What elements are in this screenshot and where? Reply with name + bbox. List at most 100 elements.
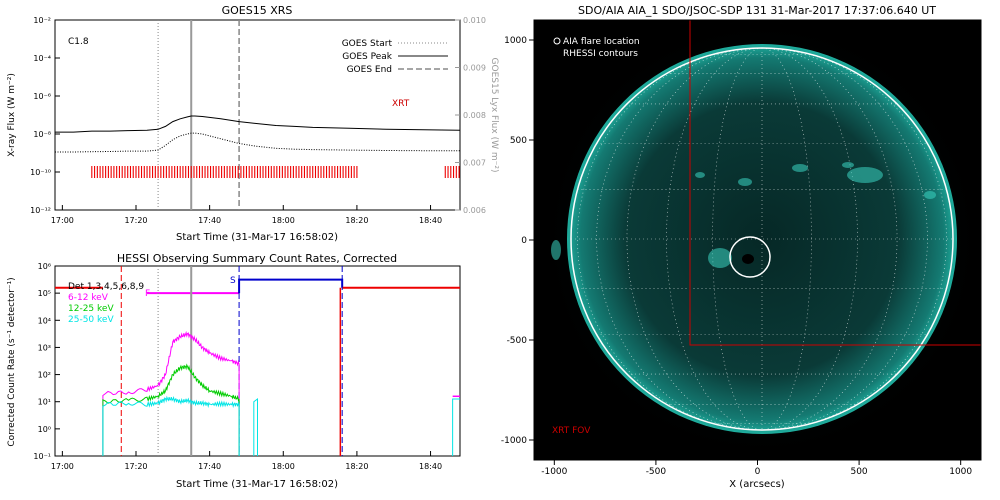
hessi-y-axis-label: Corrected Count Rate (s⁻¹ detector⁻¹) xyxy=(7,277,17,446)
aia-panel: SDO/AIA AIA_1 SDO/JSOC-SDP 131 31-Mar-20… xyxy=(501,4,987,490)
goes-y-axis: 10⁻² 10⁻⁴ 10⁻⁶ 10⁻⁸ 10⁻¹⁰ 10⁻¹² xyxy=(30,16,60,215)
aia-y-tick-label: -500 xyxy=(507,336,528,346)
hessi-y-axis: 10⁶ 10⁵ 10⁴ 10³ 10² 10¹ 10⁰ 10⁻¹ xyxy=(33,262,60,461)
goes-legend-label: GOES Peak xyxy=(342,52,392,62)
goes-legend-label: GOES End xyxy=(347,65,392,75)
goes-y2-tick-label: 0.008 xyxy=(463,111,486,120)
hessi-attenuator-states xyxy=(55,278,460,295)
aia-grid-longitude xyxy=(577,47,763,431)
aia-flare-kernel xyxy=(742,254,754,264)
aia-legend-flare: AIA flare location xyxy=(563,37,640,47)
hessi-y-tick-label: 10¹ xyxy=(38,398,51,407)
aia-xrt-fov-label: XRT FOV xyxy=(552,426,591,436)
goes-panel: GOES15 XRS 10⁻² 10⁻⁴ 10⁻⁶ 10⁻⁸ 10⁻¹⁰ 10⁻¹² 0.… xyxy=(7,4,499,243)
hessi-y-tick-label: 10⁻¹ xyxy=(33,452,51,461)
goes-y2-axis: 0.010 0.009 0.008 0.007 0.006 xyxy=(455,16,486,215)
goes-x-axis-label: Start Time (31-Mar-17 16:58:02) xyxy=(176,232,338,243)
goes-x-axis: 17:00 17:20 17:40 18:00 18:20 18:40 xyxy=(51,205,442,225)
aia-lat-lon-grid xyxy=(571,47,953,431)
goes-plot-frame xyxy=(54,19,461,211)
aia-bright-region xyxy=(847,167,883,183)
hessi-series-25-50-keV xyxy=(102,395,240,456)
goes-xrt-coverage xyxy=(91,166,460,178)
goes-x-tick-label: 17:20 xyxy=(124,216,147,225)
hessi-title: HESSI Observing Summary Count Rates, Cor… xyxy=(117,252,397,265)
goes-short-channel-line xyxy=(55,132,460,153)
hessi-legend-label: 12-25 keV xyxy=(68,304,114,314)
hessi-series-12-25-keV xyxy=(102,363,240,456)
hessi-x-axis: 17:00 17:20 17:40 18:00 18:20 18:40 xyxy=(51,451,442,471)
hessi-x-tick-label: 18:20 xyxy=(345,462,368,471)
goes-x-tick-label: 17:40 xyxy=(198,216,221,225)
goes-y-tick-label: 10⁻⁸ xyxy=(33,130,51,139)
goes-x-tick-label: 18:00 xyxy=(272,216,295,225)
goes-x-tick-label: 18:20 xyxy=(345,216,368,225)
goes-legend-label: GOES Start xyxy=(342,39,393,49)
goes-class-label: C1.8 xyxy=(68,37,89,47)
aia-bright-region xyxy=(551,240,561,260)
aia-y-axis: 1000 500 0 -500 -1000 xyxy=(501,36,534,446)
goes-y2-tick-label: 0.007 xyxy=(463,159,486,168)
goes-long-channel-line xyxy=(55,115,461,133)
hessi-series-6-12-keV xyxy=(102,330,240,456)
hessi-x-tick-label: 18:00 xyxy=(272,462,295,471)
hessi-y-tick-label: 10² xyxy=(38,371,51,380)
hessi-y-tick-label: 10⁴ xyxy=(38,316,51,325)
aia-x-axis: -1000 -500 0 500 1000 xyxy=(541,460,972,477)
aia-y-tick-label: -1000 xyxy=(501,436,527,446)
goes-y2-tick-label: 0.006 xyxy=(463,206,486,215)
hessi-series xyxy=(102,330,460,456)
aia-solar-disk xyxy=(567,44,957,434)
aia-bright-region xyxy=(708,248,732,268)
goes-series xyxy=(55,115,461,153)
hessi-legend-label: Det 1,3,4,5,6,8,9 xyxy=(68,282,144,292)
hessi-x-tick-label: 17:00 xyxy=(51,462,74,471)
hessi-cyan-end xyxy=(452,398,460,456)
aia-x-tick-label: 0 xyxy=(755,467,761,477)
aia-y-tick-label: 1000 xyxy=(504,36,527,46)
hessi-y-tick-label: 10⁵ xyxy=(38,289,51,298)
hessi-x-tick-label: 18:40 xyxy=(419,462,442,471)
aia-y-tick-label: 0 xyxy=(521,236,527,246)
aia-x-tick-label: 1000 xyxy=(949,467,972,477)
goes-y-axis-label: X-ray Flux (W m⁻²) xyxy=(7,73,17,157)
goes-y2-tick-label: 0.010 xyxy=(463,16,486,25)
hessi-flag-s: S xyxy=(230,276,236,286)
goes-y2-axis-label: GOES15 Lyx Flux (W m⁻²) xyxy=(489,58,499,173)
aia-grid-longitude xyxy=(761,47,928,431)
aia-bright-region xyxy=(924,191,936,199)
hessi-cyan-blip xyxy=(253,398,258,456)
goes-y-tick-label: 10⁻⁴ xyxy=(33,54,51,63)
goes-y-tick-label: 10⁻² xyxy=(33,16,51,25)
aia-legend-circle-icon xyxy=(553,37,561,45)
hessi-x-axis-label: Start Time (31-Mar-17 16:58:02) xyxy=(176,479,338,490)
hessi-legend-label: 6-12 keV xyxy=(68,293,109,303)
goes-legend: GOES Start GOES Peak GOES End xyxy=(342,39,448,75)
aia-x-tick-label: -500 xyxy=(646,467,667,477)
aia-grid-longitude xyxy=(596,47,763,431)
hessi-panel: HESSI Observing Summary Count Rates, Cor… xyxy=(7,252,461,490)
hessi-x-tick-label: 17:40 xyxy=(198,462,221,471)
hessi-x-tick-label: 17:20 xyxy=(124,462,147,471)
aia-bright-region xyxy=(738,178,752,186)
goes-y-tick-label: 10⁻¹⁰ xyxy=(30,168,51,177)
goes-x-tick-label: 17:00 xyxy=(51,216,74,225)
aia-legend-rhessi: RHESSI contours xyxy=(563,49,638,59)
goes-y2-tick-label: 0.009 xyxy=(463,64,486,73)
aia-x-tick-label: -1000 xyxy=(541,467,567,477)
hessi-state-blue xyxy=(238,278,344,294)
hessi-y-tick-label: 10³ xyxy=(38,343,51,352)
goes-y-tick-label: 10⁻⁶ xyxy=(33,92,51,101)
aia-x-axis-label: X (arcsecs) xyxy=(729,479,785,490)
aia-bright-regions xyxy=(551,162,936,268)
aia-bright-region xyxy=(842,162,854,168)
aia-legend: AIA flare location RHESSI contours xyxy=(553,37,640,59)
hessi-event-lines xyxy=(120,266,343,456)
aia-limb-circle xyxy=(570,47,954,431)
aia-grid-longitude xyxy=(761,47,947,431)
hessi-y-tick-label: 10⁰ xyxy=(38,425,51,434)
aia-y-tick-label: 500 xyxy=(510,136,527,146)
aia-title: SDO/AIA AIA_1 SDO/JSOC-SDP 131 31-Mar-20… xyxy=(578,4,936,17)
